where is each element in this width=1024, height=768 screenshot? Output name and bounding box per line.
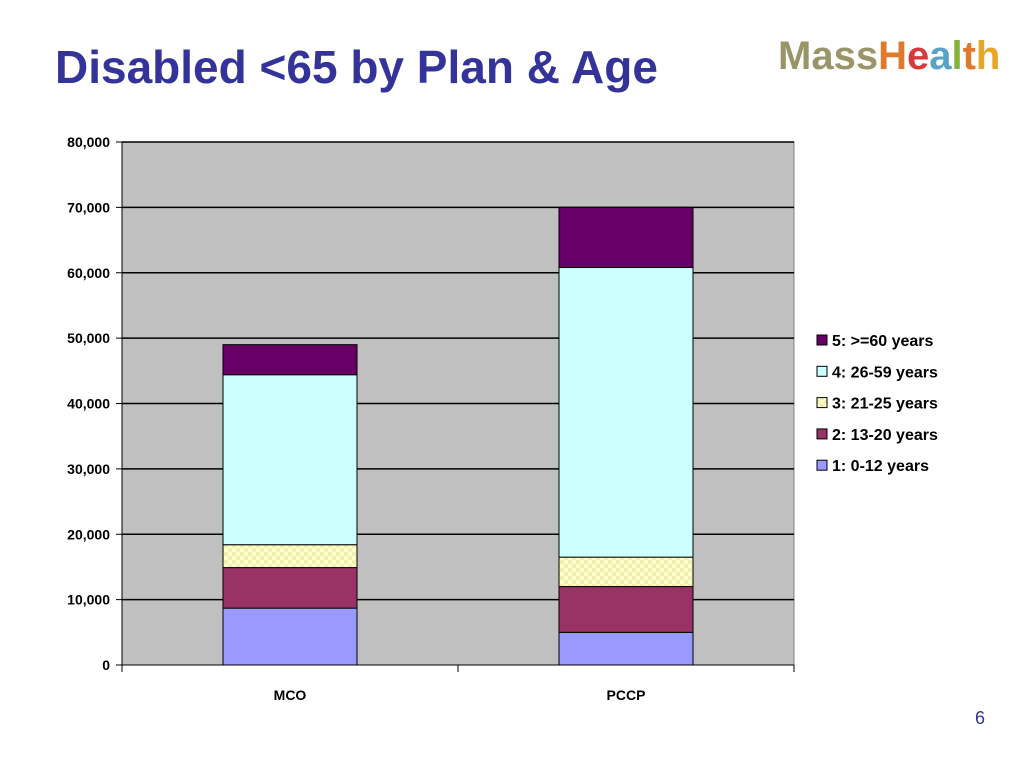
legend-swatch xyxy=(816,365,828,377)
logo-letter: h xyxy=(975,34,1001,78)
bar-segment xyxy=(222,344,358,376)
bar-segment xyxy=(558,631,694,666)
bar-segment xyxy=(558,206,694,269)
legend-swatch xyxy=(816,397,828,409)
legend-swatch xyxy=(816,428,828,440)
bar-segment xyxy=(222,567,358,609)
x-tick-label: MCO xyxy=(274,687,307,703)
logo-letter: s xyxy=(833,34,856,78)
logo-letter: a xyxy=(929,34,952,78)
y-tick-label: 30,000 xyxy=(67,461,110,477)
y-tick-label: 50,000 xyxy=(67,330,110,346)
bars xyxy=(222,206,694,666)
logo-letter: t xyxy=(962,34,976,78)
logo-letter: s xyxy=(855,34,879,78)
x-tick-label: PCCP xyxy=(607,687,646,703)
masshealth-logo: MassHealth xyxy=(778,34,1000,79)
bar-segment xyxy=(558,586,694,633)
legend-label: 3: 21-25 years xyxy=(832,396,938,413)
bar-segment xyxy=(222,374,358,546)
logo-letter: a xyxy=(811,34,834,78)
logo-letter: M xyxy=(778,34,812,78)
bar-segment xyxy=(558,267,694,558)
logo-letter: l xyxy=(951,34,963,78)
page-number: 6 xyxy=(975,708,986,728)
legend-swatch xyxy=(816,334,828,346)
legend-label: 5: >=60 years xyxy=(832,333,934,350)
legend-label: 4: 26-59 years xyxy=(832,364,938,381)
bar-segment xyxy=(558,556,694,588)
y-tick-label: 20,000 xyxy=(67,526,110,542)
y-tick-label: 80,000 xyxy=(67,134,110,150)
legend-swatch xyxy=(816,459,828,471)
slide-title: Disabled <65 by Plan & Age xyxy=(55,41,658,93)
logo-letter: H xyxy=(878,34,907,78)
bar-segment xyxy=(222,544,358,569)
y-tick-label: 40,000 xyxy=(67,396,110,412)
y-tick-label: 0 xyxy=(102,657,110,673)
legend: 5: >=60 years 4: 26-59 years 3: 21-25 year… xyxy=(816,333,938,475)
y-tick-label: 10,000 xyxy=(67,592,110,608)
legend-label: 2: 13-20 years xyxy=(832,427,938,444)
legend-label: 1: 0-12 years xyxy=(832,458,929,475)
bar-segment xyxy=(222,607,358,666)
y-tick-label: 60,000 xyxy=(67,265,110,281)
y-tick-label: 70,000 xyxy=(67,199,110,215)
logo-letter: e xyxy=(906,34,930,78)
axes: 0 10,000 20,000 30,000 40,000 50,000 60,000 70,… xyxy=(67,134,795,703)
